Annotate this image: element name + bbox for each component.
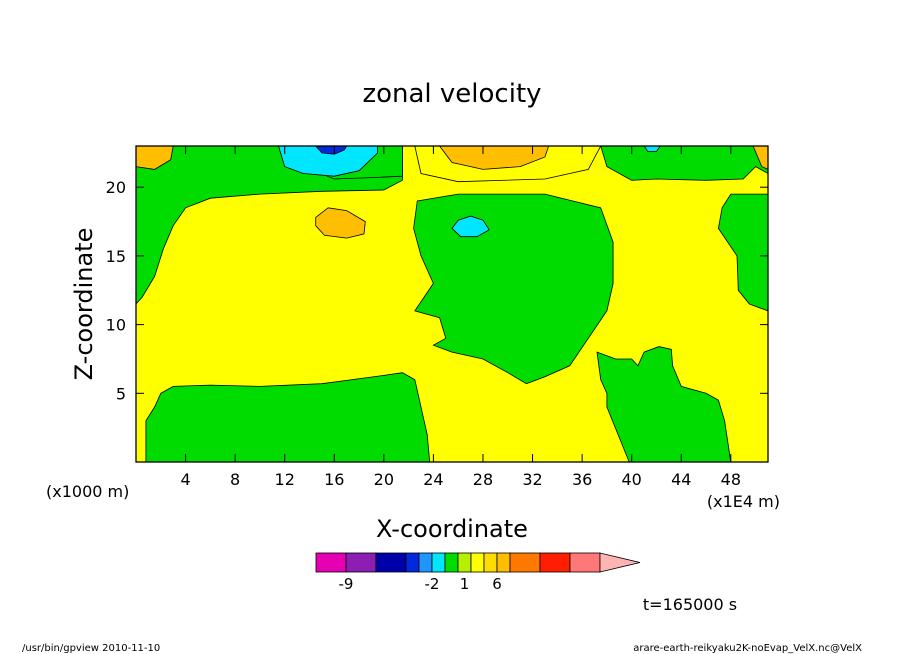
contour-region-green-top-right — [600, 145, 769, 181]
x-tick-label: 36 — [572, 470, 592, 489]
colorbar-bin — [470, 552, 485, 573]
colorbar — [315, 552, 641, 573]
x-axis-label: X-coordinate — [376, 515, 528, 543]
colorbar-bin — [431, 552, 446, 573]
colorbar-bin — [405, 552, 420, 573]
colorbar-bin — [315, 552, 347, 573]
x-units-label: (x1E4 m) — [707, 492, 780, 511]
colorbar-bin — [569, 552, 601, 573]
y-tick-label: 20 — [106, 178, 126, 197]
footer-left: /usr/bin/gpview 2010-11-10 — [22, 643, 160, 654]
colorbar-tick-label: -2 — [425, 575, 440, 593]
contour-region-cyan-top — [277, 145, 379, 177]
colorbar-bin — [483, 552, 498, 573]
x-tick-label: 28 — [473, 470, 493, 489]
y-axis-label: Z-coordinate — [70, 228, 98, 381]
colorbar-tick-label: 1 — [460, 575, 470, 593]
x-tick-label: 24 — [423, 470, 443, 489]
y-tick-label: 10 — [106, 316, 126, 335]
x-tick-label: 12 — [275, 470, 295, 489]
x-tick-label: 20 — [374, 470, 394, 489]
contour-region-orange-blob — [315, 207, 366, 239]
y-units-label: (x1000 m) — [46, 482, 129, 501]
footer-right: arare-earth-reikyaku2K-noEvap_VelX.nc@Ve… — [633, 643, 862, 654]
x-tick-label: 4 — [180, 470, 190, 489]
colorbar-bin — [496, 552, 511, 573]
colorbar-bin — [375, 552, 407, 573]
colorbar-tick-label: -9 — [339, 575, 354, 593]
x-tick-label: 32 — [522, 470, 542, 489]
x-tick-label: 40 — [622, 470, 642, 489]
chart-title: zonal velocity — [362, 79, 541, 109]
plot-frame — [135, 145, 769, 463]
time-label: t=165000 s — [643, 595, 737, 614]
contour-region-cyan-blob — [451, 215, 490, 238]
colorbar-overflow-arrow — [599, 552, 641, 573]
x-tick-label: 48 — [721, 470, 741, 489]
x-tick-label: 44 — [671, 470, 691, 489]
y-axis-ticks: 5 10 15 20 — [106, 178, 768, 403]
colorbar-bin — [457, 552, 472, 573]
colorbar-bin — [418, 552, 433, 573]
y-tick-label: 15 — [106, 247, 126, 266]
contour-region-green-right-edge — [717, 193, 769, 312]
colorbar-tick-label: 6 — [492, 575, 502, 593]
contour-region-green-center — [413, 193, 614, 385]
colorbar-bin — [539, 552, 571, 573]
contour-region-green-lower-right — [596, 346, 732, 463]
y-tick-label: 5 — [116, 384, 126, 403]
colorbar-labels: -9 -2 1 6 — [339, 575, 502, 593]
x-tick-label: 16 — [324, 470, 344, 489]
contour-regions — [135, 145, 769, 463]
colorbar-bin — [345, 552, 377, 573]
x-axis-ticks: 4 8 12 16 20 24 28 32 36 40 44 48 — [180, 146, 741, 489]
x-tick-label: 8 — [230, 470, 240, 489]
colorbar-bin — [509, 552, 541, 573]
contour-region-green-lower-left — [145, 372, 431, 463]
colorbar-bin — [444, 552, 459, 573]
